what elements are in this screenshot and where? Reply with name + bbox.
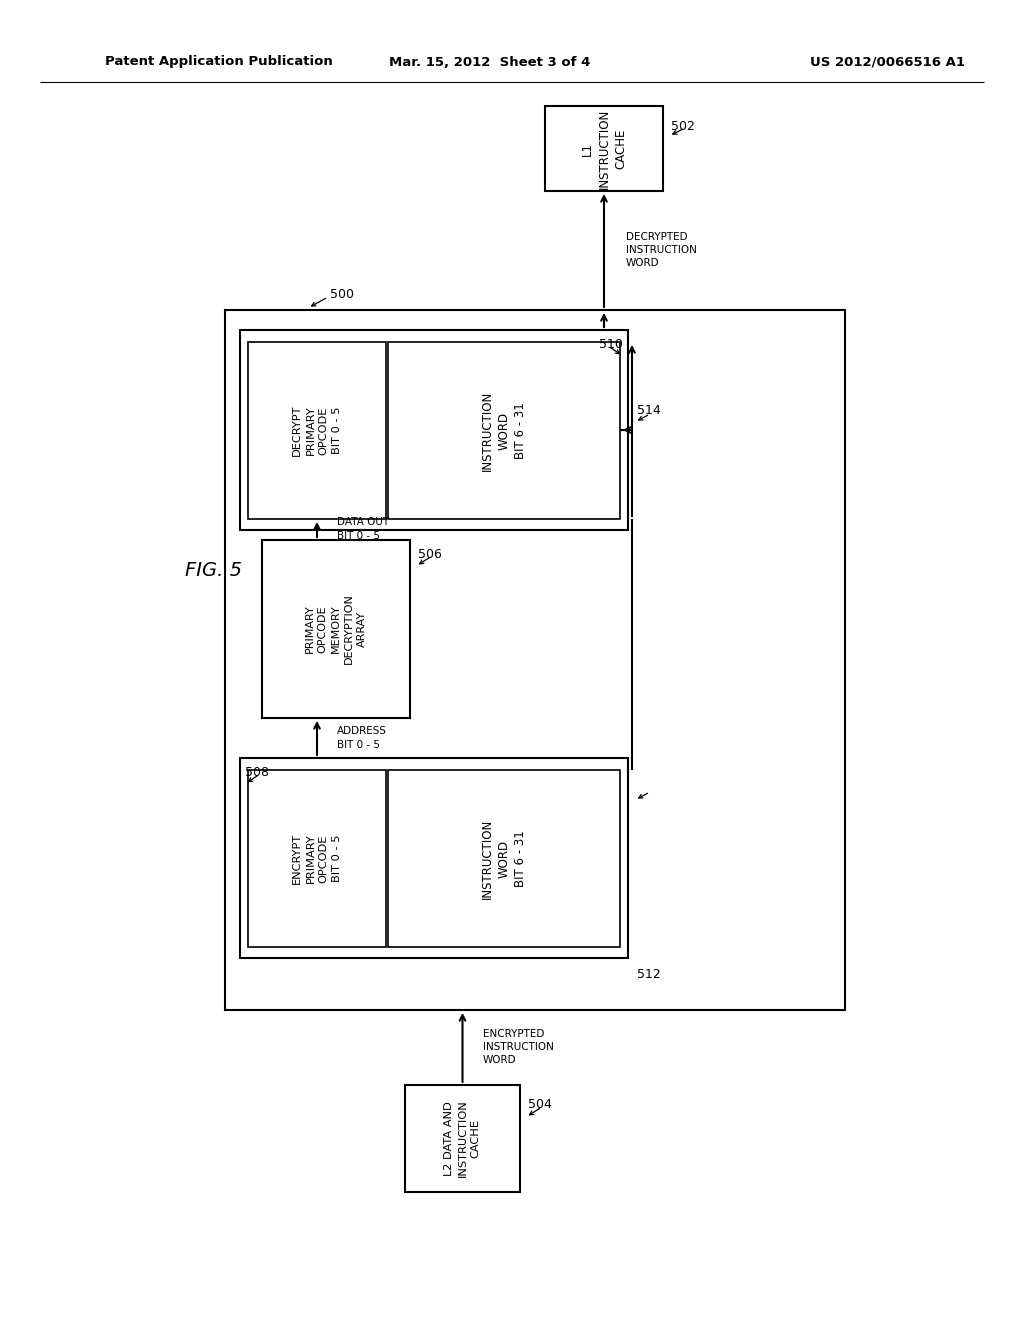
Text: DATA OUT
BIT 0 - 5: DATA OUT BIT 0 - 5 (337, 517, 389, 541)
Text: 504: 504 (528, 1098, 552, 1111)
Text: 508: 508 (245, 766, 269, 779)
Text: 502: 502 (671, 120, 695, 132)
Bar (240, 330, 628, 531)
Text: PRIMARY
OPCODE
MEMORY
DECRYPTION
ARRAY: PRIMARY OPCODE MEMORY DECRYPTION ARRAY (304, 594, 368, 664)
Bar (225, 310, 845, 1010)
Text: INSTRUCTION
WORD
BIT 6 - 31: INSTRUCTION WORD BIT 6 - 31 (480, 391, 527, 471)
Text: L1
INSTRUCTION
CACHE: L1 INSTRUCTION CACHE (581, 108, 628, 189)
Bar (248, 770, 386, 946)
Bar (406, 1085, 520, 1192)
Text: 512: 512 (637, 969, 660, 982)
Bar (388, 342, 620, 519)
Text: DECRYPTED
INSTRUCTION
WORD: DECRYPTED INSTRUCTION WORD (626, 232, 697, 268)
Text: US 2012/0066516 A1: US 2012/0066516 A1 (810, 55, 965, 69)
Text: 514: 514 (637, 404, 660, 417)
Text: 500: 500 (330, 289, 354, 301)
Text: INSTRUCTION
WORD
BIT 6 - 31: INSTRUCTION WORD BIT 6 - 31 (480, 818, 527, 899)
Text: 506: 506 (418, 548, 442, 561)
Text: ENCRYPTED
INSTRUCTION
WORD: ENCRYPTED INSTRUCTION WORD (482, 1028, 553, 1065)
Bar (262, 540, 410, 718)
Bar (248, 342, 386, 519)
Bar (240, 758, 628, 958)
Text: ENCRYPT
PRIMARY
OPCODE
BIT 0 - 5: ENCRYPT PRIMARY OPCODE BIT 0 - 5 (292, 833, 342, 884)
Bar (545, 106, 663, 191)
Text: DECRYPT
PRIMARY
OPCODE
BIT 0 - 5: DECRYPT PRIMARY OPCODE BIT 0 - 5 (292, 405, 342, 457)
Text: FIG. 5: FIG. 5 (185, 561, 242, 579)
Text: Patent Application Publication: Patent Application Publication (105, 55, 333, 69)
Text: ADDRESS
BIT 0 - 5: ADDRESS BIT 0 - 5 (337, 726, 387, 750)
Bar (388, 770, 620, 946)
Text: L2 DATA AND
INSTRUCTION
CACHE: L2 DATA AND INSTRUCTION CACHE (444, 1100, 480, 1177)
Text: 510: 510 (599, 338, 623, 351)
Text: Mar. 15, 2012  Sheet 3 of 4: Mar. 15, 2012 Sheet 3 of 4 (389, 55, 591, 69)
